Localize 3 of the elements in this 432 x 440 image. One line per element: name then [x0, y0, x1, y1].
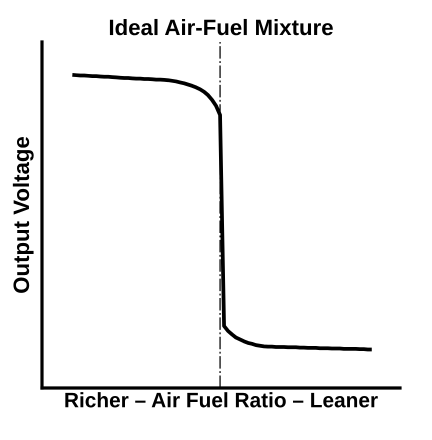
- chart-title: Ideal Air-Fuel Mixture: [110, 18, 333, 36]
- x-axis-title: Richer – Air Fuel Ratio – Leaner: [65, 392, 378, 408]
- y-axis-title: Output Voltage: [12, 136, 34, 293]
